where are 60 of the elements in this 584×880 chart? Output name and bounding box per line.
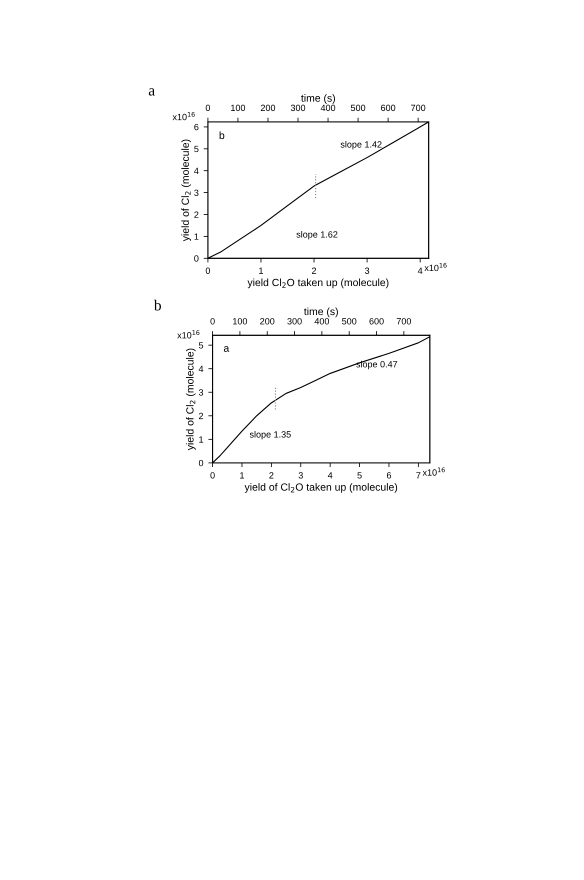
chart-title: a: [148, 88, 155, 96]
x2-tick-label: 500: [350, 104, 366, 112]
y-tick-label: 4: [198, 366, 204, 372]
text: x10$^{16}$: [424, 262, 447, 272]
annotation: slope 1.35: [250, 430, 291, 440]
x-tick-label: 3: [364, 268, 370, 274]
y-tick-label: 0: [198, 460, 204, 466]
x-tick-label: 1: [240, 472, 244, 478]
x2-tick-label: 700: [411, 104, 426, 112]
x2-tick-label: 300: [290, 104, 306, 112]
x-tick-label: 1: [259, 268, 264, 274]
x2-tick-label: 0: [206, 104, 210, 112]
x2-tick-label: 500: [342, 318, 356, 324]
text: x10$^{16}$: [177, 330, 200, 338]
annotation: slope 1.42: [340, 140, 382, 150]
x2-tick-label: 400: [314, 318, 330, 324]
x2-tick-label: 600: [369, 318, 384, 324]
text: x10$^{16}$: [422, 467, 445, 476]
x-tick-label: 2: [312, 268, 316, 274]
x-tick-label: 7: [416, 472, 420, 478]
y-tick-label: 2: [194, 211, 198, 218]
annotation: slope 1.62: [296, 231, 338, 240]
y-tick-label: 5: [198, 342, 204, 349]
annotation: b: [220, 131, 224, 140]
x-tick-label: 6: [386, 472, 392, 479]
x2-tick-label: 600: [381, 104, 396, 112]
x2-axis-title: time (s): [301, 94, 335, 104]
text: x10$^{16}$: [172, 112, 195, 120]
y-tick-label: 3: [194, 190, 198, 196]
x2-tick-label: 100: [233, 318, 248, 324]
y-axis-title: yield of Cl$_{2}$ (molecule): [186, 348, 196, 450]
chart-title: b: [154, 300, 161, 310]
x2-tick-label: 300: [287, 318, 302, 324]
x-axis-title: yield Cl$_{2}$O taken up (molecule): [247, 278, 388, 288]
x2-axis-title: time (s): [304, 308, 338, 318]
annotation: slope 0.47: [356, 360, 398, 370]
y-tick-label: 1: [199, 436, 204, 443]
x2-tick-label: 200: [260, 318, 274, 324]
annotation: a: [224, 346, 230, 352]
x2-tick-label: 200: [260, 104, 276, 112]
y-tick-label: 4: [194, 168, 199, 174]
x-tick-label: 4: [328, 472, 332, 478]
y-tick-label: 0: [194, 255, 199, 262]
x-tick-label: 0: [210, 472, 215, 479]
x-tick-label: 4: [418, 268, 422, 274]
x-axis-title: yield of Cl$_{2}$O taken up (molecule): [244, 483, 398, 493]
x-tick-label: 0: [206, 268, 210, 274]
y-tick-label: 1: [194, 233, 198, 240]
x2-tick-label: 100: [231, 104, 246, 112]
x-tick-label: 5: [357, 472, 362, 479]
x-tick-label: 2: [269, 472, 274, 478]
y-tick-label: 5: [194, 146, 198, 152]
x-tick-label: 3: [298, 472, 303, 479]
y-tick-label: 3: [198, 389, 204, 396]
x2-tick-label: 700: [396, 318, 412, 324]
y-tick-label: 2: [198, 412, 204, 420]
x2-tick-label: 0: [210, 318, 215, 324]
x2-tick-label: 400: [320, 104, 336, 112]
y-axis-title: yield of Cl$_{2}$ (molecule): [181, 140, 191, 242]
y-tick-label: 6: [194, 124, 198, 130]
